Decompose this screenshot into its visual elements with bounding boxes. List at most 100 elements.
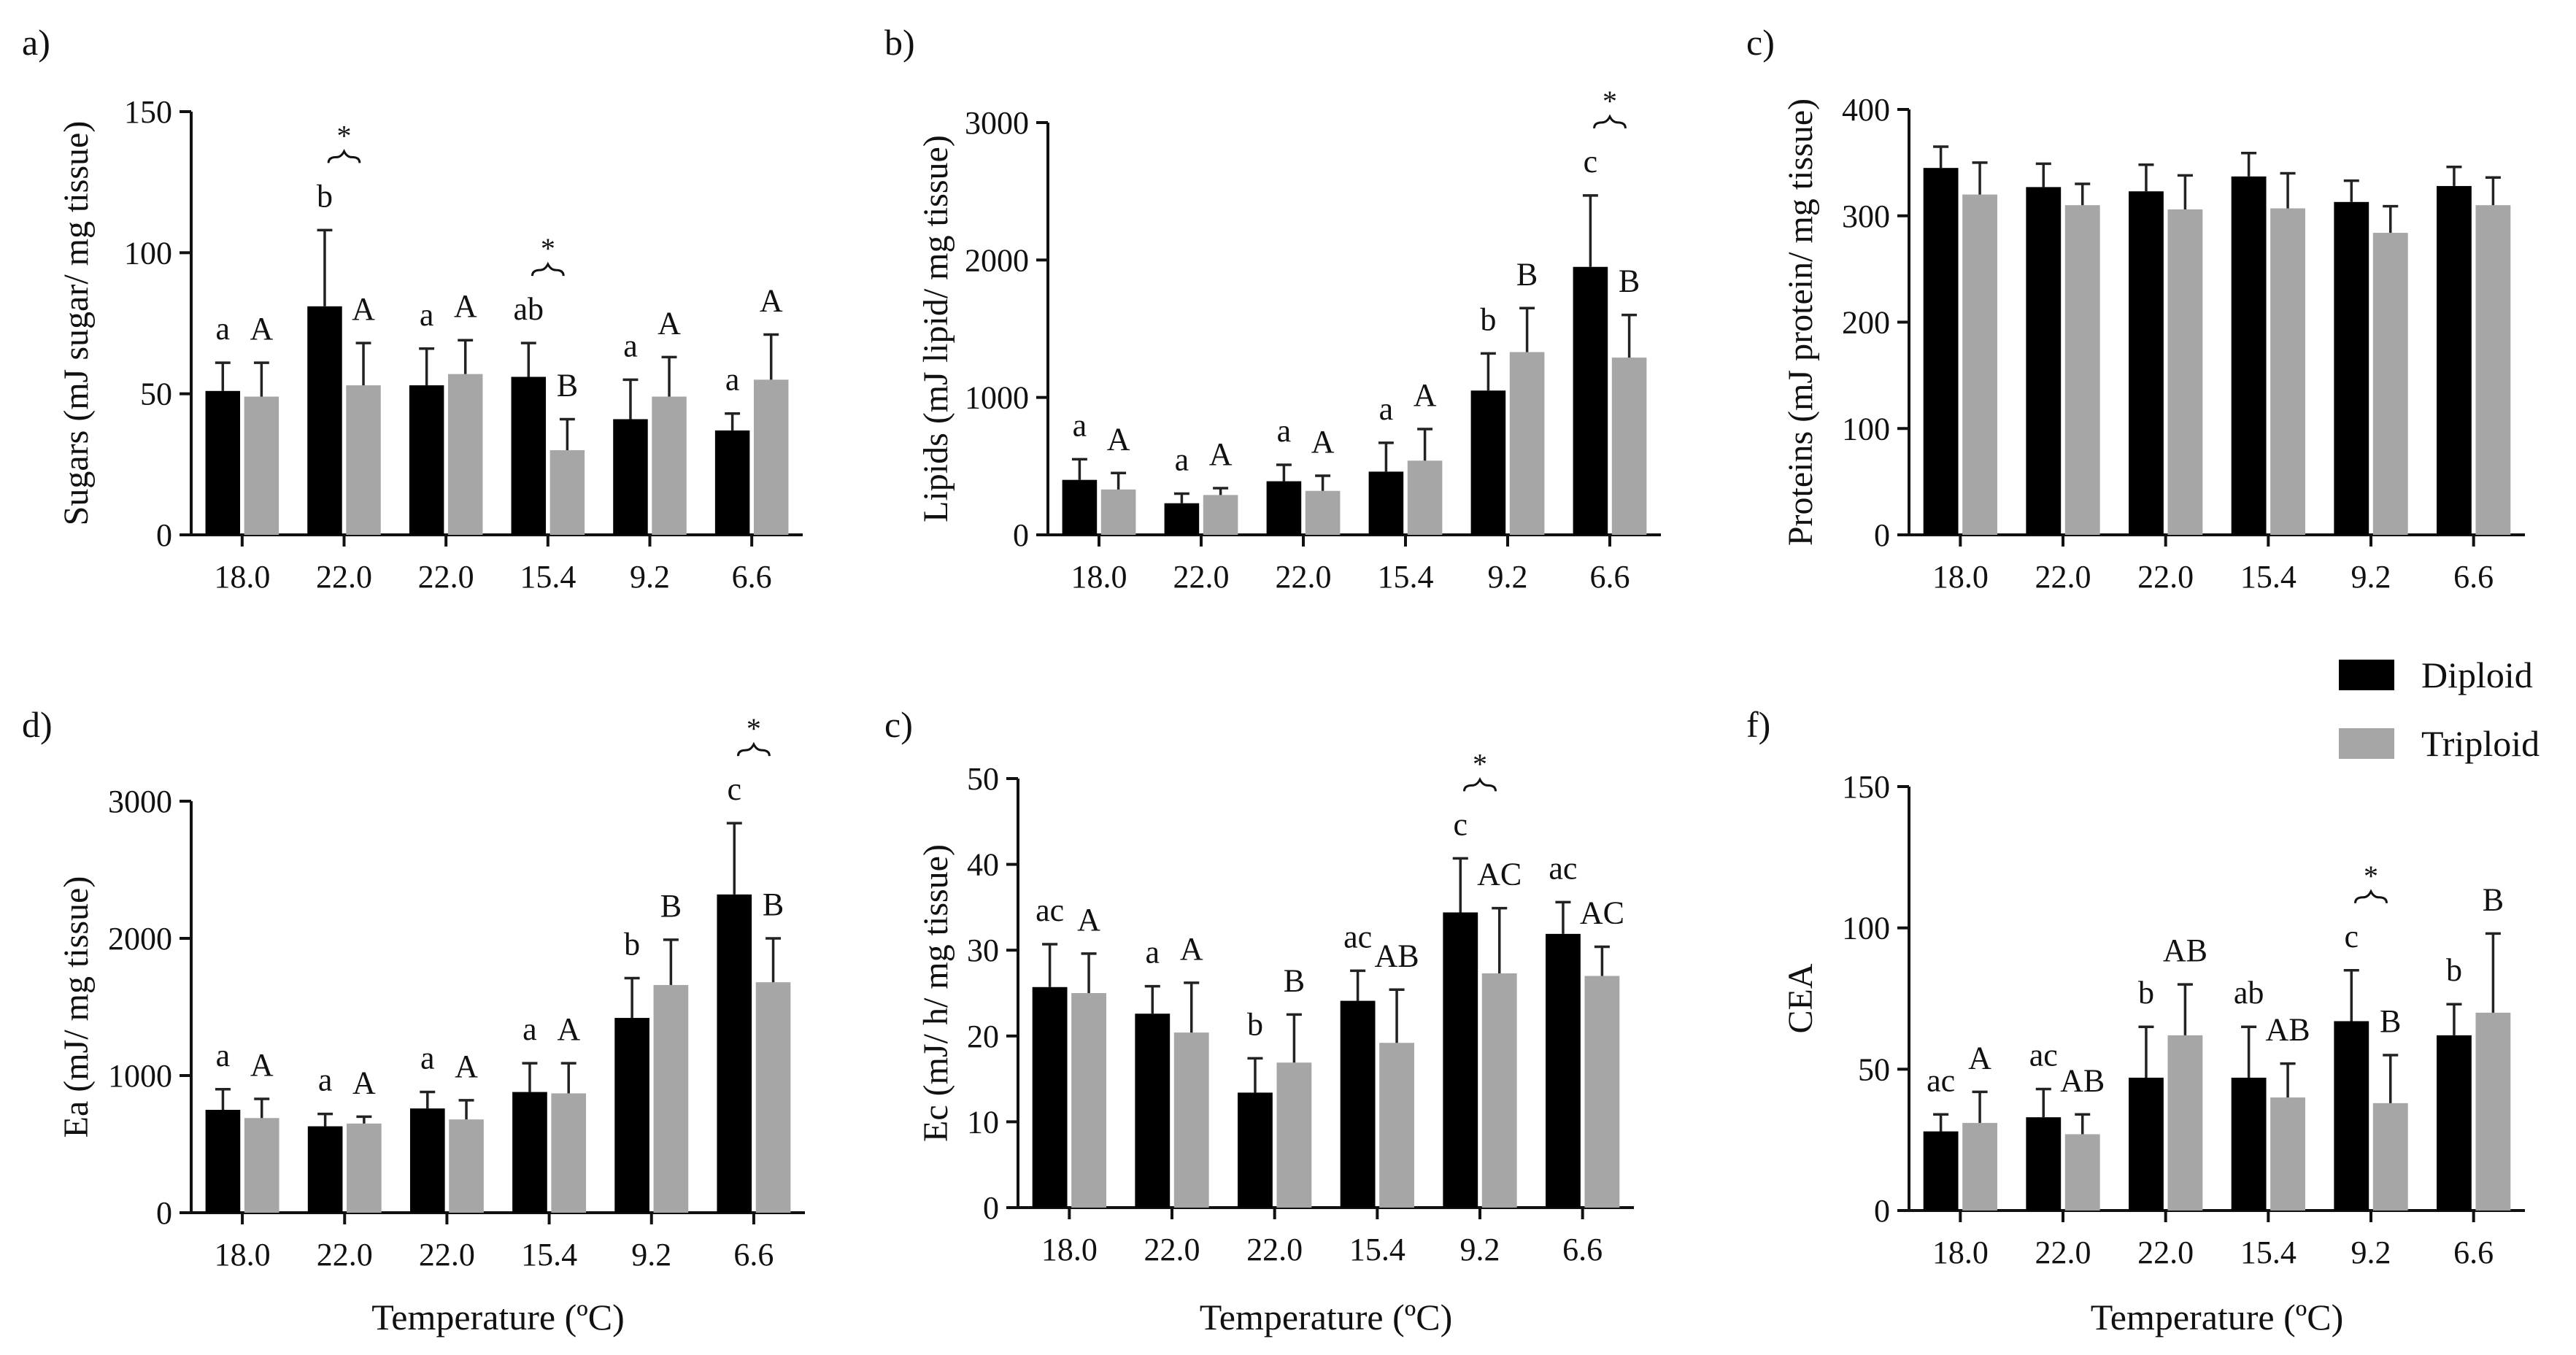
triploid-significance-letter: A bbox=[1077, 902, 1100, 938]
triploid-bar bbox=[1481, 973, 1517, 1208]
diploid-significance-letter: ac bbox=[1343, 919, 1372, 954]
y-tick-label: 0 bbox=[1874, 517, 1890, 553]
diploid-significance-letter: a bbox=[216, 1038, 231, 1073]
y-tick-label: 0 bbox=[156, 1195, 172, 1231]
x-tick-label: 22.0 bbox=[1276, 559, 1332, 595]
diploid-significance-letter: ac bbox=[2029, 1037, 2058, 1073]
diploid-significance-letter: ac bbox=[1927, 1062, 1955, 1098]
y-axis-label: Sugars (mJ sugar/ mg tissue) bbox=[57, 121, 96, 526]
diploid-significance-letter: a bbox=[318, 1062, 333, 1098]
triploid-bar bbox=[1203, 495, 1238, 535]
triploid-significance-letter: B bbox=[763, 887, 784, 922]
x-tick-label: 22.0 bbox=[2035, 1235, 2091, 1270]
legend-label-diploid: Diploid bbox=[2421, 655, 2533, 695]
y-tick-label: 0 bbox=[1013, 517, 1029, 553]
diploid-significance-letter: a bbox=[1146, 935, 1160, 970]
diploid-significance-letter: a bbox=[420, 1041, 435, 1076]
diploid-bar bbox=[409, 1108, 445, 1213]
triploid-bar bbox=[2064, 205, 2100, 535]
triploid-significance-letter: A bbox=[557, 1011, 580, 1047]
triploid-significance-letter: A bbox=[658, 305, 681, 341]
y-tick-label: 1000 bbox=[965, 380, 1029, 416]
triploid-bar bbox=[1407, 460, 1443, 535]
y-tick-label: 400 bbox=[1842, 92, 1890, 128]
panel-label: c) bbox=[1746, 22, 1775, 63]
triploid-significance-letter: AC bbox=[1477, 857, 1522, 892]
diploid-significance-letter: a bbox=[420, 297, 434, 333]
diploid-bar bbox=[1923, 168, 1959, 535]
triploid-bar bbox=[2372, 1103, 2408, 1211]
diploid-significance-letter: c bbox=[1584, 144, 1598, 179]
diploid-bar bbox=[409, 385, 444, 535]
triploid-bar bbox=[753, 379, 789, 535]
x-tick-label: 22.0 bbox=[2137, 559, 2194, 595]
triploid-significance-letter: A bbox=[250, 1047, 274, 1083]
diploid-bar bbox=[511, 377, 547, 535]
triploid-bar bbox=[449, 1119, 484, 1213]
y-tick-label: 50 bbox=[967, 761, 999, 797]
triploid-significance-letter: A bbox=[1968, 1040, 1991, 1076]
diploid-bar bbox=[1340, 1000, 1376, 1208]
y-axis-label: Proteins (mJ protein/ mg tissue) bbox=[1781, 99, 1820, 546]
triploid-bar bbox=[755, 982, 791, 1213]
diploid-significance-letter: c bbox=[728, 771, 742, 807]
x-axis-label: Temperature (ºC) bbox=[1200, 1297, 1453, 1337]
x-tick-label: 15.4 bbox=[520, 559, 576, 595]
x-tick-label: 22.0 bbox=[1246, 1232, 1303, 1267]
triploid-bar bbox=[2167, 1035, 2203, 1211]
triploid-significance-letter: A bbox=[455, 1049, 478, 1084]
triploid-significance-letter: AC bbox=[1580, 895, 1624, 930]
diploid-significance-letter: a bbox=[725, 362, 740, 398]
significance-asterisk: * bbox=[1603, 85, 1617, 117]
significance-asterisk: * bbox=[337, 119, 352, 152]
triploid-significance-letter: B bbox=[2483, 881, 2504, 917]
diploid-bar bbox=[1032, 987, 1068, 1208]
diploid-significance-letter: a bbox=[1379, 391, 1394, 427]
x-tick-label: 6.6 bbox=[733, 1237, 774, 1273]
y-tick-label: 150 bbox=[124, 94, 172, 130]
y-tick-label: 200 bbox=[1842, 305, 1890, 341]
x-tick-label: 22.0 bbox=[419, 1237, 475, 1273]
x-tick-label: 9.2 bbox=[630, 559, 670, 595]
triploid-significance-letter: B bbox=[557, 367, 578, 403]
x-tick-label: 22.0 bbox=[1144, 1232, 1200, 1267]
diploid-bar bbox=[205, 390, 241, 535]
x-tick-label: 22.0 bbox=[2137, 1235, 2194, 1270]
x-tick-label: 15.4 bbox=[1349, 1232, 1405, 1267]
triploid-bar bbox=[1509, 352, 1545, 535]
x-tick-label: 22.0 bbox=[316, 559, 372, 595]
significance-brace bbox=[1593, 114, 1627, 128]
diploid-bar bbox=[2437, 1035, 2472, 1211]
diploid-bar bbox=[2026, 187, 2062, 535]
triploid-bar bbox=[1584, 976, 1620, 1208]
diploid-bar bbox=[2129, 1077, 2164, 1211]
diploid-bar bbox=[2026, 1117, 2062, 1211]
diploid-bar bbox=[2231, 176, 2267, 535]
y-tick-label: 30 bbox=[967, 933, 999, 968]
x-tick-label: 9.2 bbox=[2351, 559, 2391, 595]
x-tick-label: 9.2 bbox=[631, 1237, 671, 1273]
diploid-significance-letter: b bbox=[624, 927, 640, 962]
diploid-bar bbox=[1923, 1131, 1959, 1211]
y-tick-label: 300 bbox=[1842, 198, 1890, 234]
y-tick-label: 2000 bbox=[965, 242, 1029, 278]
x-tick-label: 6.6 bbox=[1590, 559, 1630, 595]
triploid-bar bbox=[2475, 1012, 2511, 1211]
diploid-bar bbox=[714, 430, 750, 535]
y-tick-label: 50 bbox=[1858, 1051, 1890, 1087]
x-tick-label: 15.4 bbox=[521, 1237, 577, 1273]
chart-panel-a: a) 0 50 100 150 Sugars (mJ sugar/ mg tissue) 1… bbox=[22, 22, 803, 595]
diploid-significance-letter: b bbox=[1480, 301, 1496, 337]
x-tick-label: 6.6 bbox=[2453, 559, 2494, 595]
triploid-significance-letter: A bbox=[352, 1065, 376, 1100]
significance-brace bbox=[531, 261, 565, 277]
triploid-significance-letter: B bbox=[2380, 1003, 2401, 1039]
triploid-significance-letter: A bbox=[1311, 424, 1335, 460]
x-tick-label: 6.6 bbox=[1562, 1232, 1603, 1267]
triploid-significance-letter: A bbox=[1414, 377, 1437, 413]
diploid-significance-letter: a bbox=[623, 328, 638, 363]
triploid-significance-letter: A bbox=[250, 311, 273, 347]
x-tick-label: 22.0 bbox=[317, 1237, 373, 1273]
y-tick-label: 100 bbox=[124, 235, 172, 271]
